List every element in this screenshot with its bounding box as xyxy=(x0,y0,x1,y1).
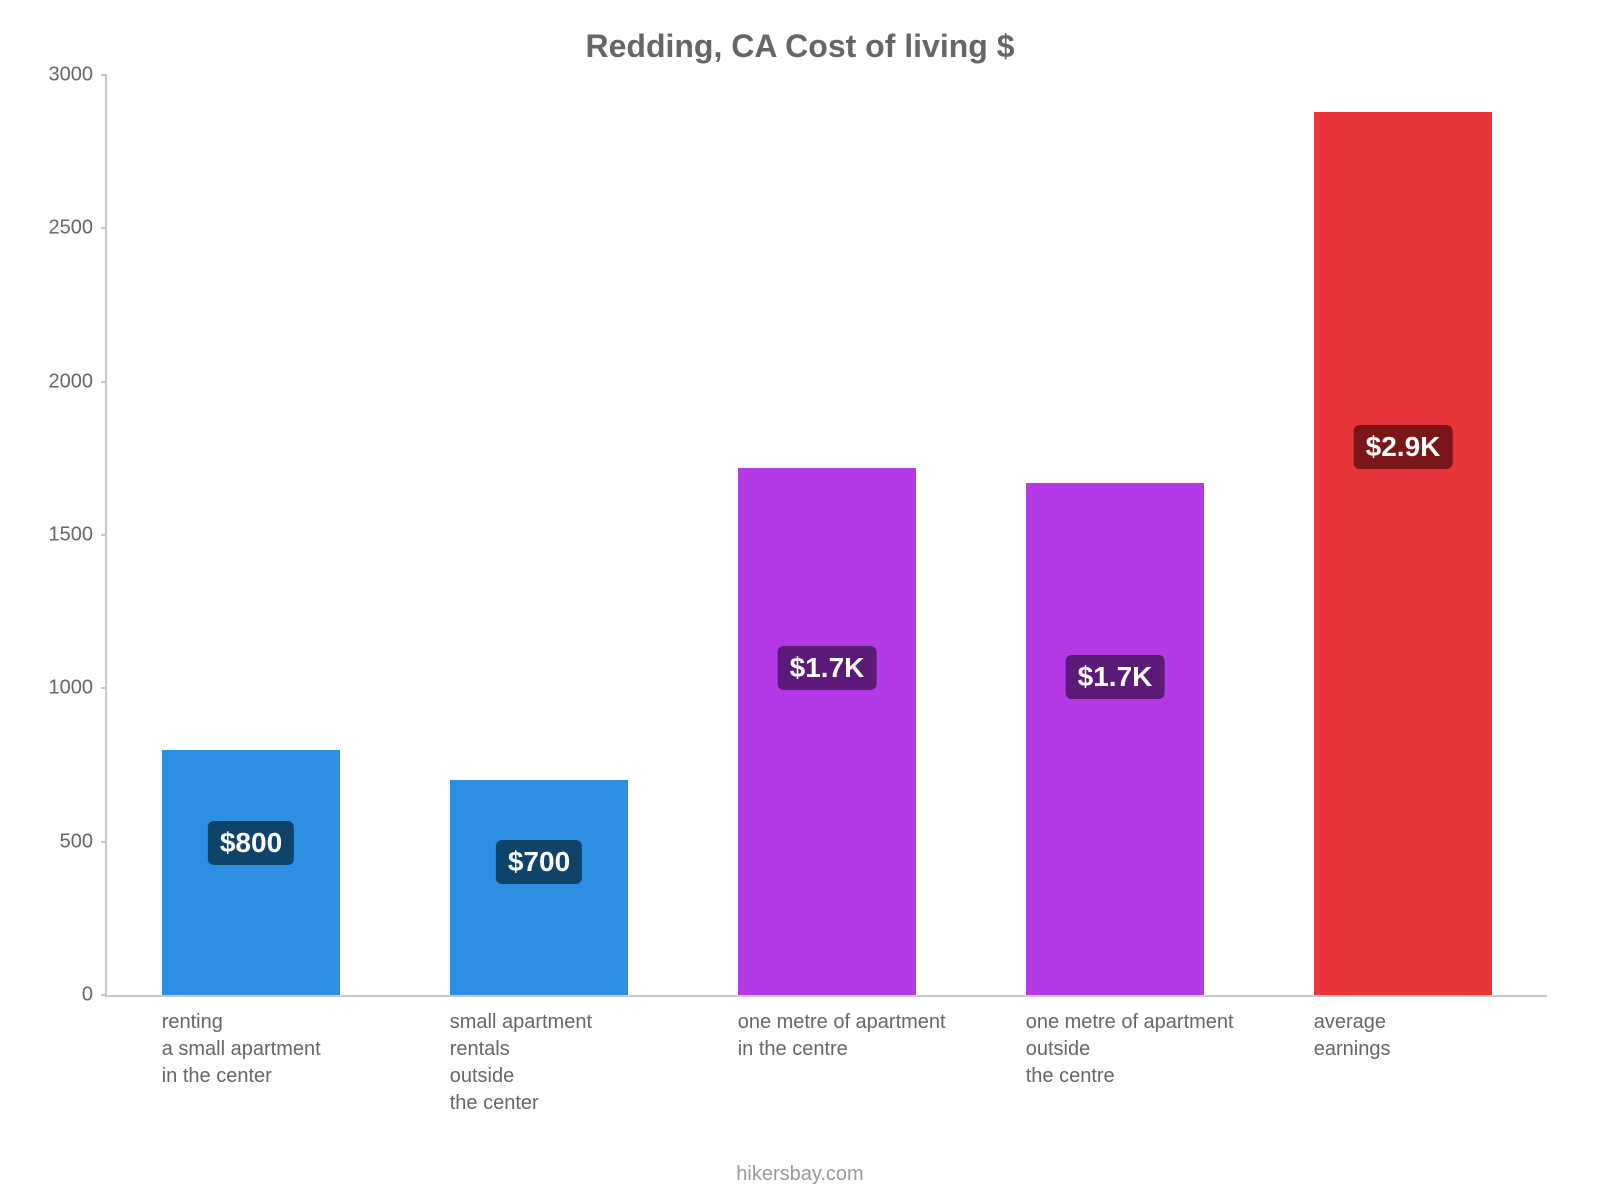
y-tick-label: 1000 xyxy=(49,677,108,700)
y-tick-label: 2500 xyxy=(49,217,108,240)
plot-area: 050010001500200025003000$800renting a sm… xyxy=(105,75,1547,997)
y-tick-mark xyxy=(101,381,107,383)
chart-bar xyxy=(162,750,341,995)
chart-bar xyxy=(738,468,917,995)
x-category-label: renting a small apartment in the center xyxy=(162,995,450,1090)
x-category-label: one metre of apartment in the centre xyxy=(738,995,1026,1063)
chart-bar xyxy=(1314,112,1493,995)
y-tick-label: 500 xyxy=(60,830,107,853)
bar-value-label: $1.7K xyxy=(1066,655,1165,699)
y-tick-mark xyxy=(101,534,107,536)
chart-title: Redding, CA Cost of living $ xyxy=(0,28,1600,65)
bar-value-label: $700 xyxy=(496,840,582,884)
y-tick-label: 1500 xyxy=(49,524,108,547)
y-tick-mark xyxy=(101,227,107,229)
x-category-label: small apartment rentals outside the cent… xyxy=(450,995,738,1117)
y-tick-label: 2000 xyxy=(49,370,108,393)
chart-bar xyxy=(450,780,629,995)
x-category-label: average earnings xyxy=(1314,995,1600,1063)
attribution: hikersbay.com xyxy=(0,1163,1600,1186)
y-tick-label: 3000 xyxy=(49,64,108,87)
y-tick-mark xyxy=(101,994,107,996)
bar-value-label: $2.9K xyxy=(1354,425,1453,469)
y-tick-mark xyxy=(101,74,107,76)
y-tick-mark xyxy=(101,687,107,689)
chart-bar xyxy=(1026,483,1205,995)
y-tick-mark xyxy=(101,841,107,843)
bar-value-label: $800 xyxy=(208,821,294,865)
x-category-label: one metre of apartment outside the centr… xyxy=(1026,995,1314,1090)
cost-of-living-chart: Redding, CA Cost of living $ 05001000150… xyxy=(0,0,1600,1200)
bar-value-label: $1.7K xyxy=(778,646,877,690)
